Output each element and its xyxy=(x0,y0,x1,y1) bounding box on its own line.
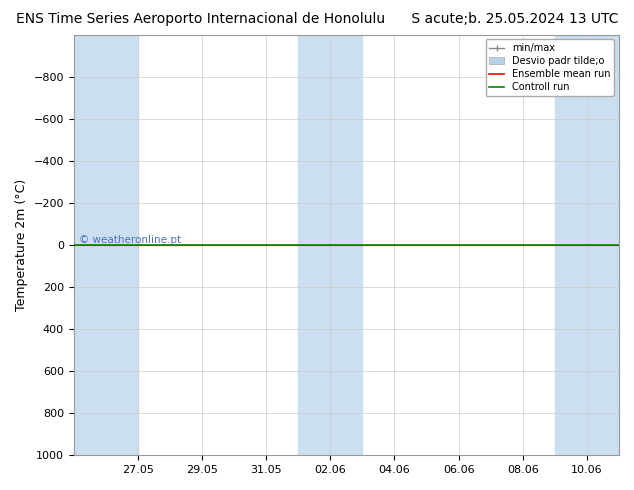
Bar xyxy=(555,35,619,455)
Bar xyxy=(74,35,138,455)
Text: © weatheronline.pt: © weatheronline.pt xyxy=(79,235,181,245)
Bar xyxy=(298,35,363,455)
Y-axis label: Temperature 2m (°C): Temperature 2m (°C) xyxy=(15,179,28,311)
Legend: min/max, Desvio padr tilde;o, Ensemble mean run, Controll run: min/max, Desvio padr tilde;o, Ensemble m… xyxy=(486,40,614,96)
Text: ENS Time Series Aeroporto Internacional de Honolulu      S acute;b. 25.05.2024 1: ENS Time Series Aeroporto Internacional … xyxy=(16,12,618,26)
